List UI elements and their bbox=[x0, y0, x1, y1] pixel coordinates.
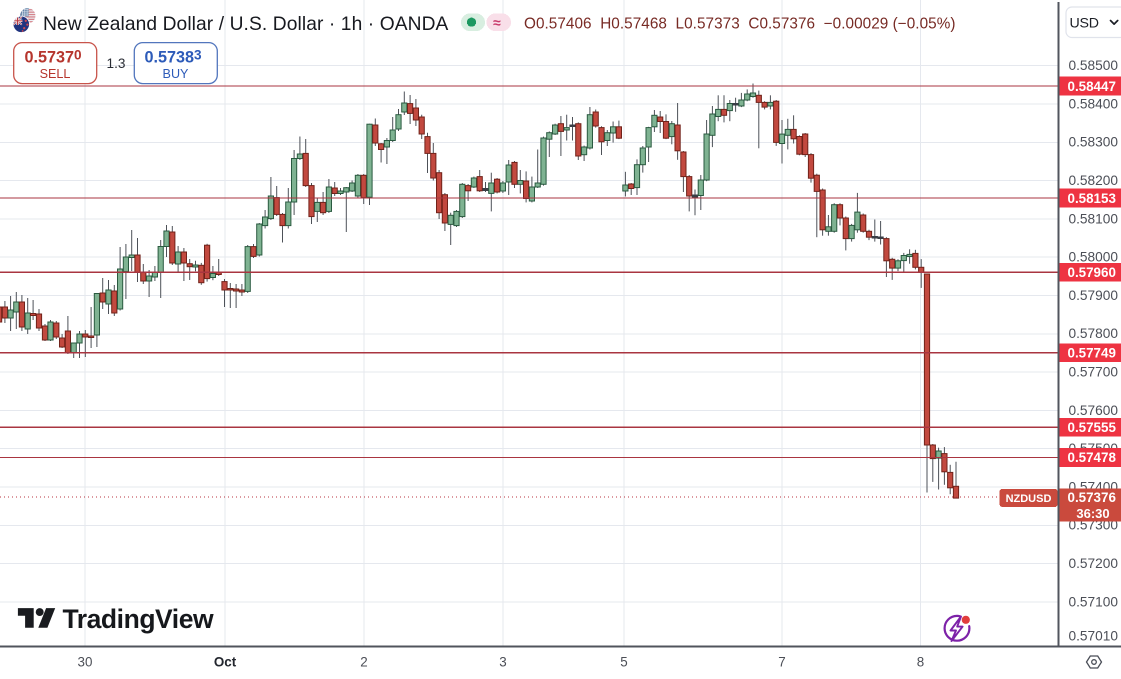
svg-text:0.57370: 0.57370 bbox=[24, 47, 81, 66]
svg-text:0.57600: 0.57600 bbox=[1069, 403, 1119, 418]
svg-text:0.57749: 0.57749 bbox=[1068, 346, 1116, 361]
svg-text:0.58500: 0.58500 bbox=[1069, 58, 1119, 73]
svg-text:0.57100: 0.57100 bbox=[1069, 594, 1119, 609]
svg-text:1.3: 1.3 bbox=[107, 56, 126, 71]
svg-text:0.57800: 0.57800 bbox=[1069, 326, 1119, 341]
svg-text:New Zealand Dollar / U.S. Doll: New Zealand Dollar / U.S. Dollar · 1h · … bbox=[43, 14, 449, 35]
svg-text:Oct: Oct bbox=[214, 655, 237, 670]
svg-text:O0.57406 H0.57468 L0.57373: O0.57406 H0.57468 L0.57373 C0.57376 −0.0… bbox=[524, 15, 956, 32]
svg-text:0.57300: 0.57300 bbox=[1069, 518, 1119, 533]
svg-text:0.57555: 0.57555 bbox=[1068, 420, 1117, 435]
svg-text:0.58000: 0.58000 bbox=[1069, 250, 1119, 265]
svg-text:0.57960: 0.57960 bbox=[1068, 265, 1116, 280]
svg-text:TradingView: TradingView bbox=[63, 604, 214, 634]
svg-text:0.58153: 0.58153 bbox=[1068, 191, 1116, 206]
svg-text:BUY: BUY bbox=[163, 67, 189, 81]
svg-text:0.57376: 0.57376 bbox=[1068, 490, 1116, 505]
svg-text:0.57010: 0.57010 bbox=[1069, 629, 1119, 644]
svg-text:NZDUSD: NZDUSD bbox=[1006, 493, 1052, 505]
svg-text:USD: USD bbox=[1070, 16, 1099, 32]
svg-text:≈: ≈ bbox=[493, 15, 501, 31]
svg-text:0.57383: 0.57383 bbox=[144, 47, 202, 66]
svg-text:0.58100: 0.58100 bbox=[1069, 211, 1119, 226]
svg-text:0.58200: 0.58200 bbox=[1069, 173, 1119, 188]
svg-text:0.58400: 0.58400 bbox=[1069, 96, 1119, 111]
svg-text:5: 5 bbox=[620, 655, 627, 670]
svg-text:0.58447: 0.58447 bbox=[1068, 79, 1116, 94]
svg-text:30: 30 bbox=[78, 655, 93, 670]
svg-text:3: 3 bbox=[499, 655, 506, 670]
svg-text:0.58300: 0.58300 bbox=[1069, 135, 1119, 150]
svg-text:7: 7 bbox=[778, 655, 785, 670]
svg-text:0.57200: 0.57200 bbox=[1069, 556, 1119, 571]
svg-text:36:30: 36:30 bbox=[1076, 506, 1109, 521]
svg-text:2: 2 bbox=[360, 655, 367, 670]
svg-text:8: 8 bbox=[917, 655, 924, 670]
svg-text:0.57700: 0.57700 bbox=[1069, 365, 1119, 380]
svg-text:0.57478: 0.57478 bbox=[1068, 450, 1117, 465]
svg-text:0.57900: 0.57900 bbox=[1069, 288, 1119, 303]
svg-text:SELL: SELL bbox=[40, 67, 71, 81]
